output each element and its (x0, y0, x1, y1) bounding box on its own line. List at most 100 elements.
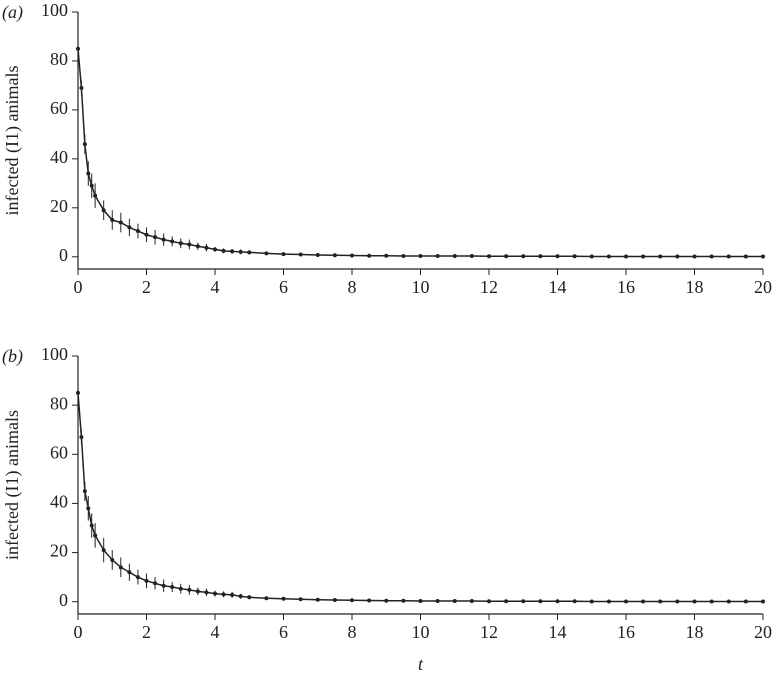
data-point (82, 489, 87, 494)
data-point (538, 254, 543, 259)
data-point (555, 599, 560, 604)
x-tick-label: 0 (74, 277, 83, 297)
data-point (110, 218, 115, 223)
data-point (127, 225, 132, 230)
data-point (298, 252, 303, 257)
data-point (658, 254, 663, 259)
x-tick-label: 6 (279, 622, 288, 642)
data-point (572, 599, 577, 604)
data-point (89, 183, 94, 188)
data-point (187, 587, 192, 592)
x-tick-label: 14 (549, 277, 567, 297)
data-point (487, 599, 491, 604)
data-point (230, 249, 235, 254)
data-point (606, 599, 611, 604)
data-point (264, 596, 269, 601)
x-tick-label: 20 (754, 622, 772, 642)
y-tick-label: 40 (50, 147, 68, 167)
data-point (221, 592, 226, 597)
data-point (298, 597, 303, 602)
x-tick-label: 12 (480, 622, 498, 642)
data-point (743, 599, 748, 604)
data-point (521, 599, 526, 604)
data-point (221, 248, 226, 253)
data-point (247, 595, 252, 600)
y-tick-label: 60 (50, 98, 68, 118)
data-point (281, 252, 286, 257)
data-point (521, 254, 526, 259)
data-point (93, 193, 98, 198)
data-point (709, 599, 714, 604)
data-point (86, 171, 91, 176)
data-point (658, 599, 663, 604)
y-tick-label: 100 (41, 344, 68, 364)
data-point (350, 253, 354, 258)
data-point (315, 597, 320, 602)
x-tick-label: 4 (211, 277, 220, 297)
x-tick-label: 8 (348, 277, 357, 297)
panel-label: (b) (2, 346, 23, 367)
data-point (418, 598, 423, 603)
data-point (641, 254, 646, 259)
series-line (77, 48, 763, 258)
data-point (435, 254, 440, 259)
x-tick-label: 8 (348, 622, 357, 642)
data-point (178, 586, 183, 591)
data-point (144, 232, 149, 237)
y-tick-label: 80 (50, 393, 68, 413)
y-tick-label: 0 (59, 590, 68, 610)
data-point (213, 247, 217, 252)
data-point (204, 590, 209, 595)
data-point (76, 46, 80, 51)
data-point (504, 599, 509, 604)
x-tick-label: 14 (549, 622, 567, 642)
data-point (332, 597, 337, 602)
data-point (86, 506, 91, 511)
data-point (367, 253, 372, 258)
data-point (315, 253, 320, 258)
data-point (178, 241, 183, 246)
x-tick-label: 10 (412, 277, 430, 297)
y-tick-label: 100 (41, 0, 68, 20)
x-tick-label: 6 (279, 277, 288, 297)
data-point (692, 599, 697, 604)
data-point (709, 254, 714, 259)
data-point (204, 245, 209, 250)
data-point (435, 598, 440, 603)
data-point (89, 523, 94, 528)
panel-label: (a) (2, 2, 23, 23)
data-point (79, 85, 84, 90)
data-point (555, 254, 560, 259)
data-point (281, 596, 286, 601)
data-point (93, 533, 98, 538)
data-point (161, 237, 166, 242)
data-point (487, 254, 491, 259)
data-point (384, 253, 389, 258)
data-point (135, 575, 140, 580)
y-tick-label: 40 (50, 492, 68, 512)
data-point (187, 242, 192, 247)
data-point (230, 592, 235, 597)
data-point (264, 251, 269, 256)
data-point (726, 599, 731, 604)
data-point (743, 254, 748, 259)
data-point (350, 598, 354, 603)
x-tick-label: 16 (617, 622, 635, 642)
x-tick-label: 4 (211, 622, 220, 642)
data-point (624, 254, 628, 259)
data-point (101, 548, 106, 553)
x-tick-label: 10 (412, 622, 430, 642)
data-point (418, 254, 423, 259)
data-point (247, 250, 252, 255)
data-point (469, 598, 474, 603)
data-point (401, 254, 406, 259)
data-point (118, 565, 123, 570)
data-point (161, 583, 166, 588)
data-point (504, 254, 509, 259)
data-point (469, 254, 474, 259)
y-tick-label: 0 (59, 245, 68, 265)
y-tick-label: 20 (50, 541, 68, 561)
data-point (101, 208, 106, 213)
data-point (401, 598, 406, 603)
